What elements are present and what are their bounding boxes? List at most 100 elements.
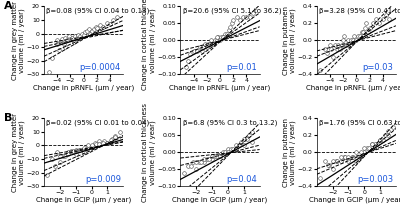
Point <box>214 39 220 42</box>
Point <box>220 35 226 39</box>
Point <box>356 155 363 158</box>
Point <box>228 147 234 151</box>
Point <box>322 47 328 51</box>
Point <box>317 68 323 72</box>
Point <box>72 34 78 38</box>
Point <box>117 130 123 134</box>
Point <box>325 163 331 167</box>
Point <box>333 47 340 51</box>
Point <box>348 155 355 158</box>
Text: p=0.03: p=0.03 <box>363 63 394 72</box>
Point <box>353 159 360 162</box>
Point <box>350 39 356 42</box>
Point <box>202 42 209 45</box>
Point <box>87 32 94 35</box>
Point <box>49 56 55 60</box>
Point <box>345 155 352 158</box>
X-axis label: Change in GCIP (μm / year): Change in GCIP (μm / year) <box>309 197 400 203</box>
X-axis label: Change in pRNFL (μm / year): Change in pRNFL (μm / year) <box>33 85 134 91</box>
Point <box>188 164 195 168</box>
Point <box>343 43 350 46</box>
Point <box>208 39 215 42</box>
Point <box>61 43 67 46</box>
Point <box>107 138 114 142</box>
Point <box>382 134 388 137</box>
Point <box>358 30 365 34</box>
Point <box>193 168 200 171</box>
Point <box>373 17 379 21</box>
Point <box>240 144 247 147</box>
Point <box>362 26 368 29</box>
Point <box>329 159 336 162</box>
X-axis label: Change in pRNFL (μm / year): Change in pRNFL (μm / year) <box>306 85 400 91</box>
Point <box>92 141 98 144</box>
Point <box>104 141 111 144</box>
Point <box>225 147 231 151</box>
Point <box>353 39 360 42</box>
Point <box>80 33 87 37</box>
Point <box>250 12 256 15</box>
Text: B: B <box>4 113 13 123</box>
Point <box>109 137 115 140</box>
Point <box>107 22 113 26</box>
X-axis label: Change in pRNFL (μm / year): Change in pRNFL (μm / year) <box>169 85 271 91</box>
Point <box>332 43 338 46</box>
Text: β=20.6 (95% CI 5.1 to 36.2): β=20.6 (95% CI 5.1 to 36.2) <box>183 8 281 14</box>
Point <box>358 151 364 154</box>
Point <box>238 140 244 144</box>
Point <box>49 157 55 161</box>
Point <box>110 18 116 22</box>
Point <box>52 164 58 168</box>
Point <box>230 18 236 22</box>
Point <box>214 35 220 39</box>
Point <box>86 28 92 31</box>
Point <box>62 45 68 49</box>
Point <box>104 21 110 24</box>
Point <box>385 134 391 137</box>
Point <box>187 52 194 56</box>
Point <box>212 154 218 157</box>
Point <box>68 149 74 153</box>
Point <box>201 157 207 161</box>
Point <box>225 28 232 32</box>
Point <box>335 43 341 46</box>
Point <box>100 25 107 28</box>
Point <box>54 43 60 46</box>
Point <box>225 151 231 154</box>
Point <box>85 144 92 147</box>
Point <box>322 159 328 162</box>
Point <box>380 138 386 141</box>
Point <box>69 149 76 153</box>
Point <box>214 154 220 157</box>
Point <box>209 154 215 157</box>
Point <box>206 157 212 161</box>
Point <box>193 161 200 164</box>
Text: p=0.003: p=0.003 <box>358 175 394 184</box>
Text: β=3.28 (95% CI 0.41 to 6.16): β=3.28 (95% CI 0.41 to 6.16) <box>319 8 400 14</box>
Point <box>372 142 378 146</box>
Point <box>196 161 202 164</box>
Point <box>207 42 213 45</box>
Point <box>78 32 85 35</box>
Point <box>84 146 90 150</box>
Point <box>210 42 216 45</box>
Point <box>82 30 88 34</box>
Text: β=1.76 (95% CI 0.63 to 2.89): β=1.76 (95% CI 0.63 to 2.89) <box>319 120 400 126</box>
Point <box>365 30 372 34</box>
Point <box>89 29 96 33</box>
Point <box>46 70 52 73</box>
Point <box>88 144 95 147</box>
Point <box>334 159 340 162</box>
Point <box>204 157 210 161</box>
Point <box>72 148 79 151</box>
Point <box>96 140 103 143</box>
Point <box>233 144 239 147</box>
Point <box>326 163 333 167</box>
Point <box>245 134 252 137</box>
Point <box>92 25 99 28</box>
Point <box>366 26 373 29</box>
Point <box>57 40 64 43</box>
Point <box>328 47 334 51</box>
Point <box>100 141 106 144</box>
Point <box>68 36 75 39</box>
